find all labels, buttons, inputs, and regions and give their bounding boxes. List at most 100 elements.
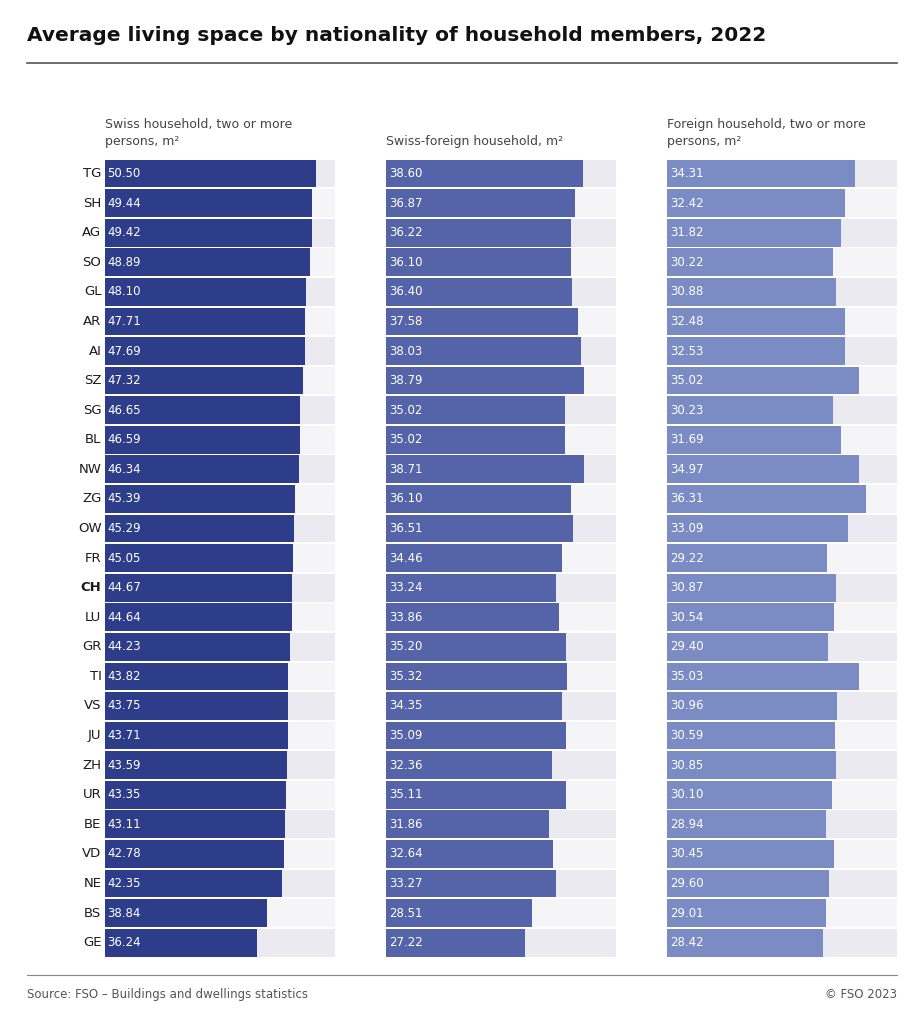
Text: 48.89: 48.89 — [107, 256, 141, 268]
Text: 36.51: 36.51 — [389, 522, 423, 535]
Text: 38.60: 38.60 — [389, 167, 423, 180]
Text: 35.02: 35.02 — [389, 433, 423, 446]
Text: 44.67: 44.67 — [107, 582, 141, 594]
Text: 47.69: 47.69 — [107, 344, 141, 357]
Text: 43.59: 43.59 — [107, 759, 141, 772]
Bar — [667, 692, 837, 720]
Text: 35.09: 35.09 — [389, 729, 423, 742]
Text: VS: VS — [84, 699, 101, 713]
Bar — [667, 752, 836, 779]
Text: GL: GL — [84, 286, 101, 298]
Text: 35.11: 35.11 — [389, 788, 423, 801]
Bar — [667, 544, 897, 572]
Text: NE: NE — [84, 877, 101, 890]
Bar — [105, 603, 335, 631]
Bar — [667, 367, 897, 394]
Bar — [105, 781, 286, 809]
Bar — [105, 692, 335, 720]
Bar — [386, 810, 616, 839]
Bar — [667, 633, 828, 660]
Bar — [105, 840, 284, 867]
Bar — [667, 426, 897, 454]
Bar — [386, 692, 562, 720]
Text: TG: TG — [83, 167, 101, 180]
Bar — [667, 189, 844, 217]
Bar — [667, 810, 897, 839]
Text: © FSO 2023: © FSO 2023 — [825, 988, 897, 1001]
Bar — [105, 189, 335, 217]
Text: 31.69: 31.69 — [670, 433, 704, 446]
Bar — [105, 160, 335, 187]
Bar — [386, 367, 616, 394]
Text: 32.48: 32.48 — [670, 315, 703, 328]
Text: 30.23: 30.23 — [670, 403, 703, 417]
Bar — [386, 544, 616, 572]
Bar — [386, 426, 565, 454]
Bar — [667, 692, 897, 720]
Text: ZG: ZG — [82, 493, 101, 506]
Text: SG: SG — [83, 403, 101, 417]
Bar — [105, 456, 299, 483]
Bar — [105, 219, 312, 247]
Text: 43.11: 43.11 — [107, 818, 141, 830]
Bar — [386, 456, 584, 483]
Bar — [386, 663, 616, 690]
Text: 29.22: 29.22 — [670, 552, 704, 564]
Text: 47.32: 47.32 — [107, 374, 141, 387]
Text: 33.09: 33.09 — [670, 522, 703, 535]
Bar — [667, 663, 859, 690]
Text: BL: BL — [85, 433, 101, 446]
Text: 35.03: 35.03 — [670, 670, 703, 683]
Bar — [105, 722, 335, 750]
Bar — [667, 396, 833, 424]
Bar — [105, 337, 304, 365]
Bar — [667, 929, 897, 956]
Bar — [667, 456, 859, 483]
Text: 43.71: 43.71 — [107, 729, 141, 742]
Bar — [667, 722, 834, 750]
Text: 33.86: 33.86 — [389, 610, 423, 624]
Bar — [667, 160, 897, 187]
Text: 36.10: 36.10 — [389, 493, 423, 506]
Bar — [105, 929, 335, 956]
Text: 35.02: 35.02 — [389, 403, 423, 417]
Text: 28.42: 28.42 — [670, 936, 704, 949]
Text: 47.71: 47.71 — [107, 315, 141, 328]
Bar — [386, 278, 572, 306]
Bar — [386, 456, 616, 483]
Bar — [386, 840, 616, 867]
Text: 42.78: 42.78 — [107, 848, 141, 860]
Text: 30.96: 30.96 — [670, 699, 703, 713]
Bar — [667, 278, 836, 306]
Bar — [105, 544, 293, 572]
Bar — [667, 752, 897, 779]
Bar — [105, 307, 304, 335]
Bar — [667, 278, 897, 306]
Text: VD: VD — [82, 848, 101, 860]
Text: UR: UR — [83, 788, 101, 801]
Bar — [386, 249, 570, 276]
Text: 31.82: 31.82 — [670, 226, 703, 240]
Bar — [105, 337, 335, 365]
Text: 28.94: 28.94 — [670, 818, 704, 830]
Text: 38.03: 38.03 — [389, 344, 422, 357]
Bar — [105, 752, 287, 779]
Bar — [105, 633, 290, 660]
Text: ZH: ZH — [82, 759, 101, 772]
Bar — [386, 869, 557, 897]
Text: 32.53: 32.53 — [670, 344, 703, 357]
Text: Swiss household, two or more
persons, m²: Swiss household, two or more persons, m² — [105, 119, 292, 148]
Bar — [667, 249, 897, 276]
Text: FR: FR — [85, 552, 101, 564]
Text: 46.34: 46.34 — [107, 463, 141, 476]
Bar — [667, 515, 897, 543]
Text: OW: OW — [77, 522, 101, 535]
Text: 45.05: 45.05 — [107, 552, 140, 564]
Bar — [386, 367, 585, 394]
Bar — [667, 249, 833, 276]
Bar — [386, 426, 616, 454]
Text: 36.10: 36.10 — [389, 256, 423, 268]
Bar — [105, 249, 335, 276]
Text: 44.23: 44.23 — [107, 640, 141, 653]
Bar — [667, 426, 841, 454]
